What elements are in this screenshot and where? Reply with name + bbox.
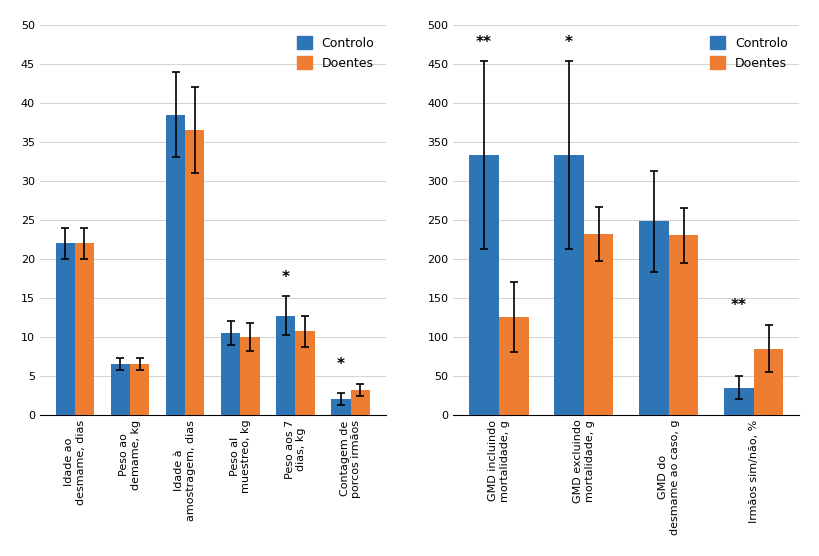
Legend: Controlo, Doentes: Controlo, Doentes [704, 31, 792, 75]
Bar [331, 399, 351, 415]
Bar [111, 364, 130, 415]
Bar [295, 331, 314, 415]
Bar [638, 221, 668, 415]
Bar [351, 390, 369, 415]
Bar [165, 115, 185, 415]
Text: *: * [282, 270, 289, 285]
Bar [221, 333, 240, 415]
Legend: Controlo, Doentes: Controlo, Doentes [292, 31, 379, 75]
Bar [130, 364, 149, 415]
Text: **: ** [730, 299, 746, 314]
Bar [75, 243, 94, 415]
Bar [185, 130, 204, 415]
Bar [753, 349, 782, 415]
Text: **: ** [475, 35, 491, 50]
Bar [468, 155, 498, 415]
Bar [668, 235, 698, 415]
Bar [240, 337, 260, 415]
Bar [554, 155, 583, 415]
Bar [56, 243, 75, 415]
Text: *: * [564, 35, 572, 50]
Bar [723, 388, 753, 415]
Bar [276, 316, 295, 415]
Bar [498, 317, 528, 415]
Bar [583, 234, 613, 415]
Text: *: * [337, 357, 345, 372]
